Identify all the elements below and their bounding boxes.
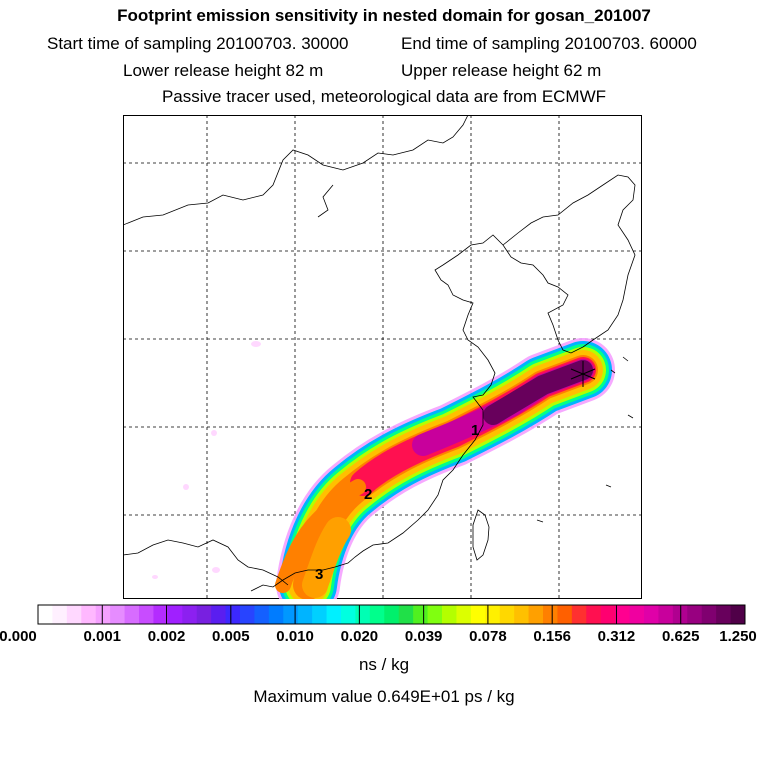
colorbar-swatch <box>586 605 602 624</box>
colorbar-swatch <box>571 605 587 624</box>
colorbar-swatch <box>514 605 530 624</box>
colorbar-swatch <box>341 605 356 624</box>
colorbar-swatch <box>254 605 270 624</box>
colorbar-swatch <box>196 605 212 624</box>
colorbar-swatch <box>499 605 515 624</box>
colorbar-swatch <box>557 605 573 624</box>
footprint-map: 1 2 3 <box>123 115 642 599</box>
colorbar-swatch <box>153 605 169 624</box>
trajectory-marker: 1 <box>471 422 479 439</box>
colorbar-swatch <box>528 605 544 624</box>
colorbar-tick-label: 0.039 <box>404 628 443 645</box>
colorbar-swatch <box>167 605 183 624</box>
colorbar-tick-label: 0.000 <box>0 628 37 645</box>
colorbar-tick-label: 0.005 <box>212 628 250 645</box>
colorbar-swatch <box>355 605 371 624</box>
faint-patches <box>152 341 261 579</box>
footprint-plume <box>275 338 615 599</box>
colorbar-swatch <box>701 605 717 624</box>
colorbar-swatch <box>66 605 82 624</box>
tracer-info-label: Passive tracer used, meteorological data… <box>161 87 607 106</box>
colorbar-swatch <box>182 605 198 624</box>
colorbar-tick-label: 0.156 <box>533 628 571 645</box>
colorbar-swatch <box>485 605 501 624</box>
colorbar-swatch <box>124 605 140 624</box>
colorbar-swatch <box>211 605 227 624</box>
colorbar-swatch <box>283 605 299 624</box>
maximum-value-label: Maximum value 0.649E+01 ps / kg <box>253 687 515 706</box>
colorbar-swatch <box>81 605 97 624</box>
colorbar-swatch <box>470 605 486 624</box>
colorbar-swatch <box>52 605 68 624</box>
colorbar-swatch <box>600 605 616 624</box>
colorbar-swatch <box>326 605 342 624</box>
colorbar-swatch <box>312 605 328 624</box>
colorbar-swatch <box>225 605 241 624</box>
colorbar-tick-label: 0.002 <box>147 628 186 645</box>
colorbar-units: ns / kg <box>358 655 410 674</box>
colorbar-swatch <box>139 605 154 624</box>
lat-lon-grid <box>123 115 642 599</box>
colorbar <box>37 604 746 625</box>
upper-height-label: Upper release height 62 m <box>401 61 602 80</box>
colorbar-swatch <box>268 605 284 624</box>
colorbar-tick-label: 0.001 <box>83 628 122 645</box>
coastlines <box>123 115 636 592</box>
colorbar-tick-label: 0.010 <box>276 628 314 645</box>
figure-title: Footprint emission sensitivity in nested… <box>117 6 651 25</box>
colorbar-swatch <box>413 605 429 624</box>
trajectory-marker: 2 <box>364 486 372 503</box>
colorbar-swatch <box>543 605 558 624</box>
colorbar-swatch <box>615 605 631 624</box>
colorbar-swatch <box>442 605 457 624</box>
colorbar-swatch <box>110 605 126 624</box>
colorbar-swatch <box>427 605 443 624</box>
colorbar-swatch <box>730 605 746 624</box>
colorbar-swatch <box>716 605 732 624</box>
colorbar-swatch <box>398 605 414 624</box>
lower-height-label: Lower release height 82 m <box>123 61 324 80</box>
colorbar-swatch <box>687 605 703 624</box>
receptor-marker <box>570 361 596 387</box>
colorbar-tick-label: 0.020 <box>340 628 379 645</box>
colorbar-tick-label: 0.312 <box>597 628 636 645</box>
colorbar-tick-label: 0.625 <box>661 628 700 645</box>
colorbar-swatch <box>369 605 385 624</box>
colorbar-swatch <box>629 605 645 624</box>
colorbar-swatch <box>297 605 313 624</box>
colorbar-swatch <box>644 605 659 624</box>
trajectory-marker: 3 <box>315 566 323 583</box>
start-time-label: Start time of sampling 20100703. 30000 <box>47 34 349 53</box>
colorbar-swatch <box>456 605 472 624</box>
colorbar-swatch <box>658 605 674 624</box>
colorbar-swatch <box>95 605 111 624</box>
colorbar-swatch <box>384 605 400 624</box>
end-time-label: End time of sampling 20100703. 60000 <box>401 34 697 53</box>
colorbar-swatch <box>240 605 255 624</box>
colorbar-tick-label: 0.078 <box>469 628 507 645</box>
colorbar-swatch <box>38 605 53 624</box>
colorbar-tick-label: 1.250 <box>719 628 757 645</box>
